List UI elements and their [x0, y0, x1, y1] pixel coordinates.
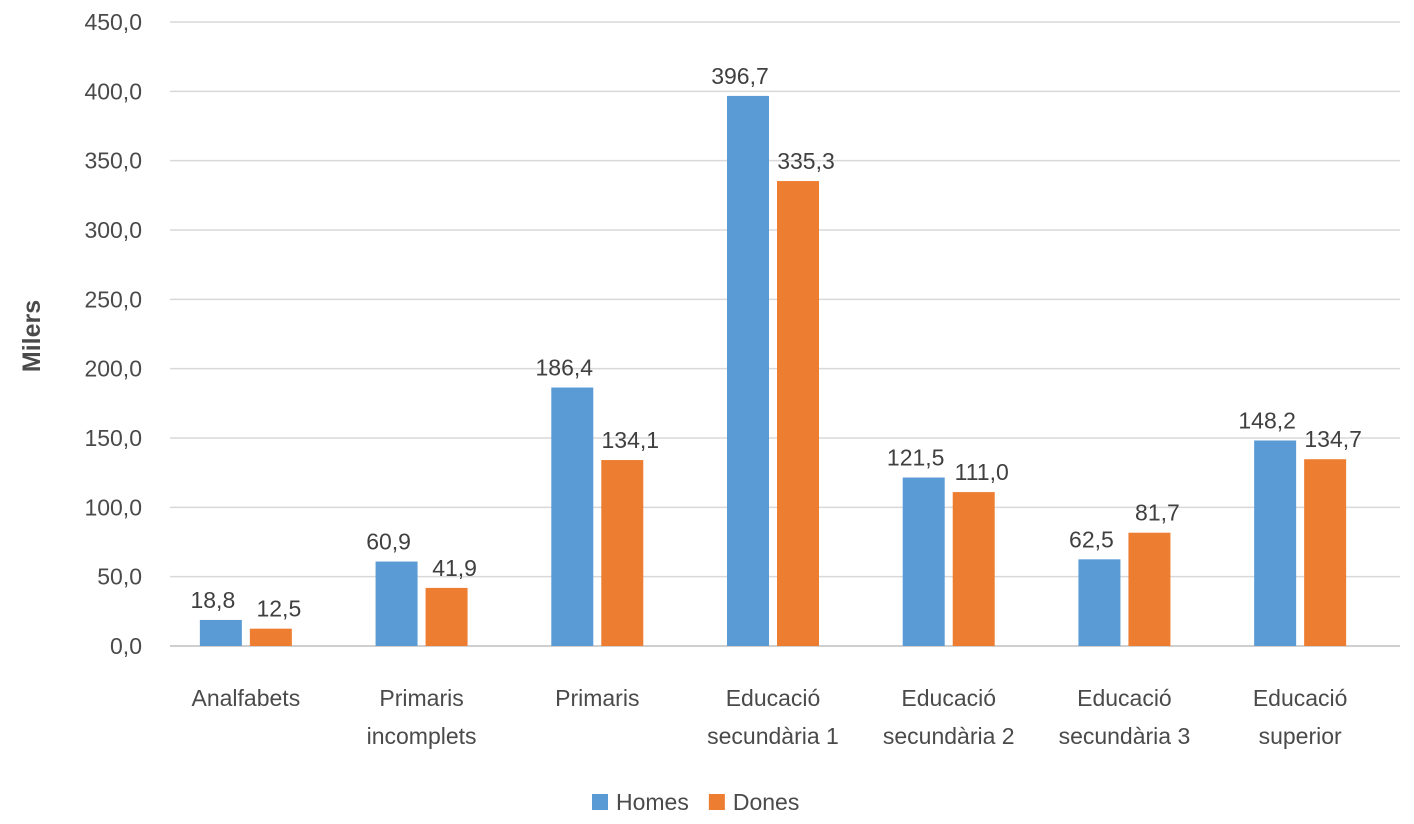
data-label-homes: 186,4 — [536, 355, 594, 381]
legend-label-dones: Dones — [733, 789, 799, 815]
x-category-label: Analfabets — [192, 685, 301, 711]
x-axis-categories: Analfabets Primaris incomplets Primaris Educ… — [192, 685, 1348, 749]
data-label-homes: 60,9 — [366, 529, 411, 555]
bar-homes — [375, 561, 418, 646]
data-label-dones: 81,7 — [1135, 500, 1180, 526]
bar-dones — [777, 181, 819, 646]
data-label-homes: 18,8 — [190, 587, 235, 613]
data-label-dones: 111,0 — [955, 459, 1009, 485]
y-tick-label: 300,0 — [84, 217, 142, 243]
data-label-dones: 41,9 — [432, 555, 477, 581]
legend-label-homes: Homes — [616, 789, 689, 815]
data-label-dones: 335,3 — [777, 148, 835, 174]
bar-dones — [1304, 459, 1347, 646]
bar-dones — [601, 460, 644, 646]
data-labels: 18,8 12,5 60,9 41,9 186,4 134,1 396,7 335,3 121,… — [190, 63, 1361, 622]
y-axis-ticks: 0,0 50,0 100,0 150,0 200,0 250,0 300,0 350,0 400… — [84, 9, 142, 659]
x-category-label: Educació secundària 3 — [1059, 685, 1191, 749]
data-label-dones: 134,1 — [602, 427, 660, 453]
data-label-dones: 134,7 — [1304, 426, 1362, 452]
y-tick-label: 400,0 — [84, 78, 142, 104]
data-label-homes: 62,5 — [1069, 526, 1114, 552]
legend-swatch-dones — [708, 794, 725, 810]
legend-swatch-homes — [592, 794, 608, 810]
data-label-homes: 396,7 — [711, 63, 769, 89]
y-tick-label: 350,0 — [84, 148, 142, 174]
x-category-label: Primaris incomplets — [367, 685, 477, 749]
y-axis-title: Milers — [18, 300, 46, 372]
bars — [199, 95, 1347, 647]
bar-homes — [727, 95, 769, 647]
legend: Homes Dones — [592, 789, 799, 815]
y-tick-label: 150,0 — [84, 425, 142, 451]
x-category-label: Educació secundària 2 — [883, 685, 1015, 749]
bar-dones — [425, 587, 468, 646]
y-tick-label: 100,0 — [84, 494, 142, 520]
y-tick-label: 0,0 — [110, 633, 142, 659]
bar-dones — [249, 628, 292, 646]
y-tick-label: 450,0 — [84, 9, 142, 35]
y-tick-label: 250,0 — [84, 286, 142, 312]
data-label-dones: 12,5 — [256, 596, 301, 622]
data-label-homes: 148,2 — [1238, 407, 1296, 433]
bar-homes — [1254, 440, 1297, 646]
bar-homes — [199, 619, 242, 646]
bar-homes — [1078, 559, 1121, 646]
x-category-label: Educació secundària 1 — [707, 685, 839, 749]
x-category-label: Educació superior — [1253, 685, 1348, 749]
bar-homes — [902, 477, 945, 646]
y-tick-label: 200,0 — [84, 356, 142, 382]
bar-dones — [952, 492, 995, 646]
data-label-homes: 121,5 — [887, 445, 945, 471]
x-category-label: Primaris — [555, 685, 639, 711]
y-tick-label: 50,0 — [97, 564, 142, 590]
bar-homes — [551, 387, 594, 646]
bar-dones — [1128, 532, 1171, 646]
